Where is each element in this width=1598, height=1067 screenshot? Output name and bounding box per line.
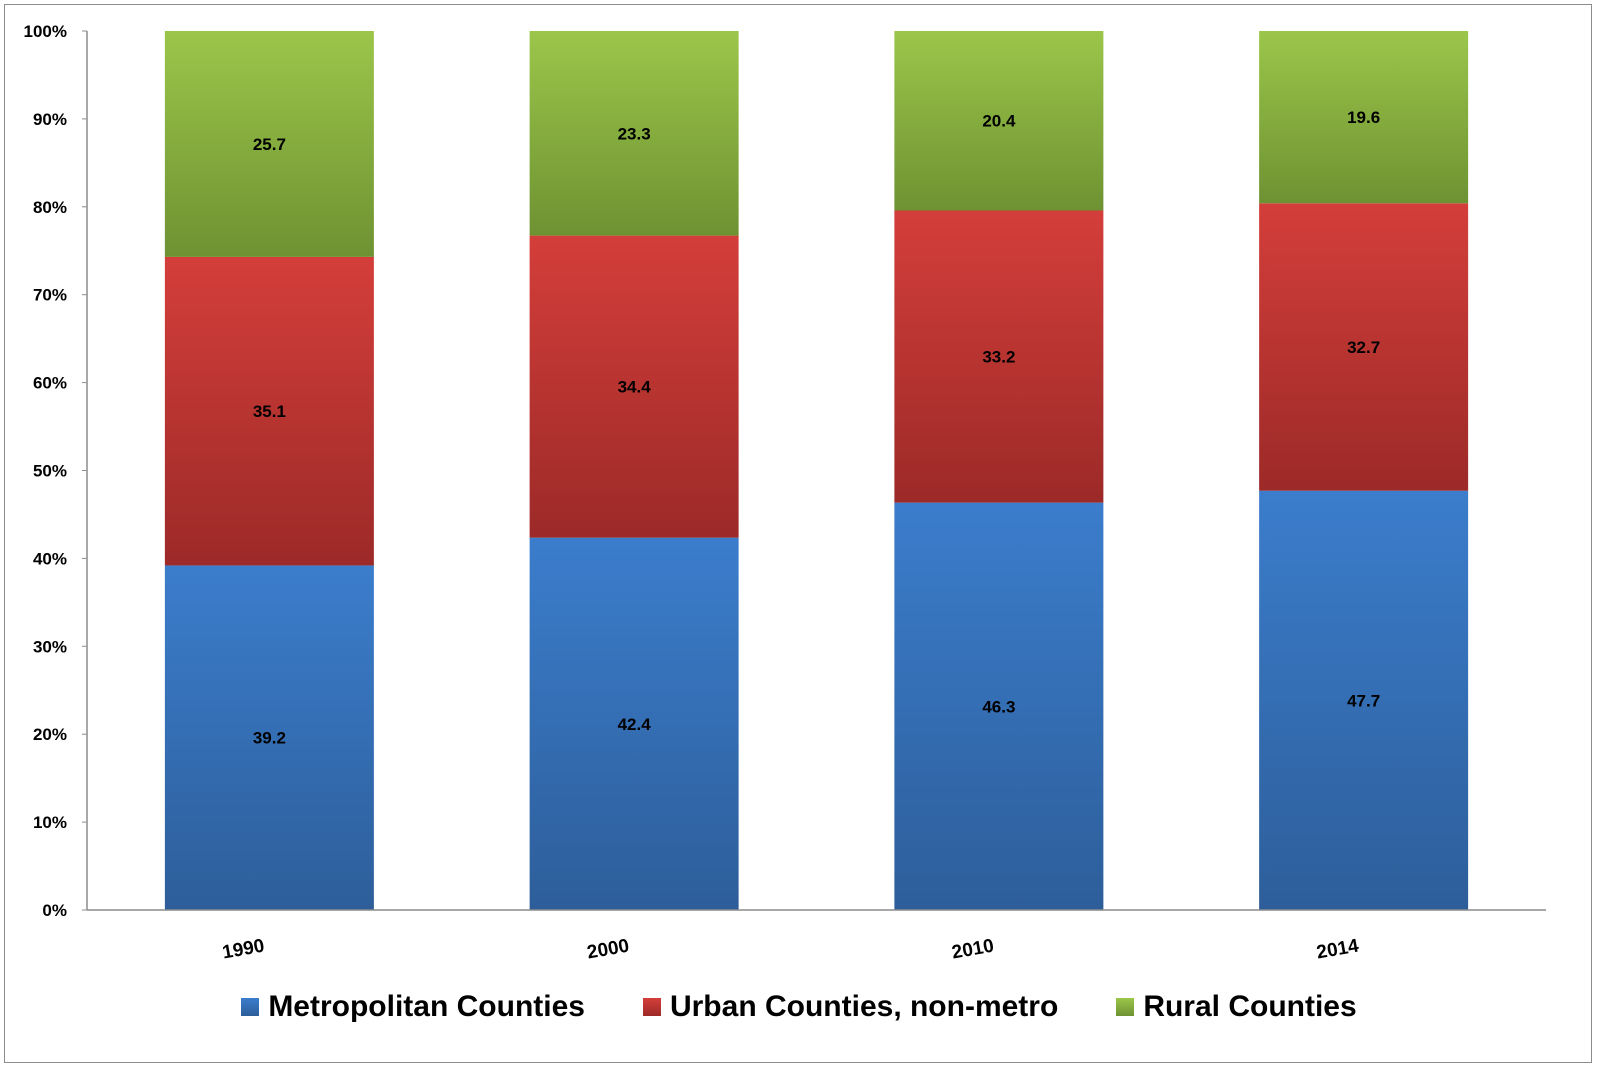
y-tick-label: 0% [42, 901, 67, 920]
bar-segment [1259, 31, 1469, 204]
bar-segment [529, 537, 739, 910]
legend-label: Metropolitan Counties [268, 990, 585, 1023]
y-tick-label: 20% [33, 725, 67, 744]
bar-segment [164, 31, 374, 257]
legend-label: Urban Counties, non-metro [669, 990, 1059, 1023]
y-tick-label: 40% [33, 549, 67, 568]
data-label: 23.3 [618, 124, 651, 143]
bar-segment [894, 31, 1104, 211]
data-label: 42.4 [618, 715, 652, 734]
bar-segment [529, 235, 739, 538]
legend-swatch [642, 998, 661, 1016]
data-label: 25.7 [253, 135, 286, 154]
bar-segment [164, 565, 374, 910]
data-label: 34.4 [618, 378, 652, 397]
data-label: 32.7 [1347, 338, 1380, 357]
bar-segment [894, 210, 1104, 503]
bar-segment [1259, 203, 1469, 491]
legend-label: Rural Counties [1143, 990, 1357, 1023]
y-tick-label: 10% [33, 813, 67, 832]
legend-item: Rural Counties [1116, 990, 1357, 1024]
bar-segment [1259, 490, 1469, 910]
data-label: 39.2 [253, 729, 286, 748]
data-label: 19.6 [1347, 108, 1380, 127]
y-tick-label: 30% [33, 637, 67, 656]
bar-segment [894, 502, 1104, 910]
x-tick-label: 1990 [221, 936, 266, 964]
data-label: 20.4 [982, 112, 1016, 131]
legend-item: Urban Counties, non-metro [642, 990, 1059, 1024]
y-tick-label: 90% [33, 110, 67, 129]
legend: Metropolitan Counties Urban Counties, non… [0, 990, 1598, 1024]
plot-area: 0% 10% 20% 30% 40% 50% 60% 70% 80% 90% 100% 39.2 35.… [24, 22, 1546, 964]
legend-swatch [1116, 998, 1135, 1016]
x-tick-label: 2010 [950, 936, 995, 964]
y-tick-label: 80% [33, 198, 67, 217]
y-tick-label: 70% [33, 286, 67, 305]
x-tick-label: 2000 [586, 936, 631, 964]
legend-swatch [241, 998, 260, 1016]
bar-segment [529, 31, 739, 236]
bar-segment [164, 256, 374, 566]
y-tick-label: 50% [33, 462, 67, 481]
data-label: 47.7 [1347, 691, 1380, 710]
data-label: 46.3 [982, 697, 1015, 716]
y-tick-label: 60% [33, 374, 67, 393]
x-tick-label: 2014 [1315, 935, 1361, 963]
data-label: 35.1 [253, 402, 286, 421]
legend-item: Metropolitan Counties [241, 990, 585, 1024]
y-tick-label: 100% [24, 22, 67, 41]
data-label: 33.2 [982, 348, 1015, 367]
